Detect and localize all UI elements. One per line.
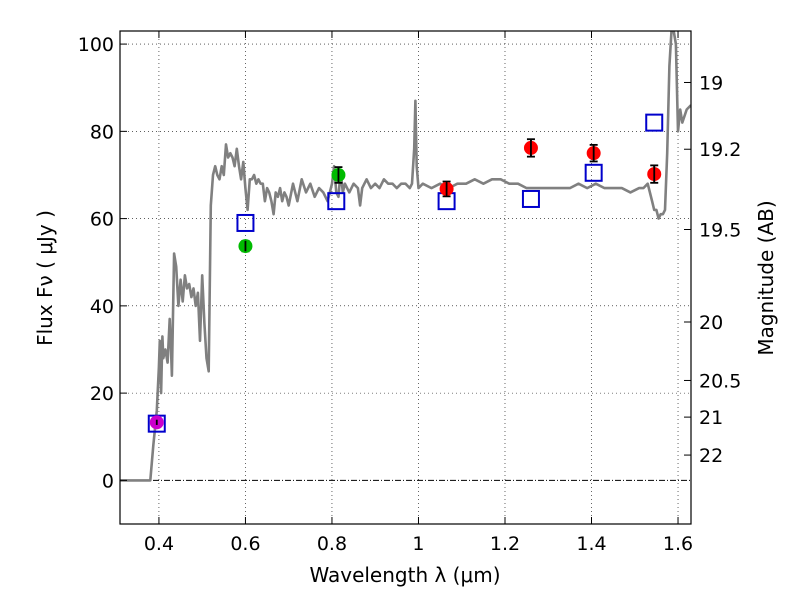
y-axis-right: 19 19.2 19.5 20 20.5 21 22 [684,72,741,467]
y-axis-left: 0 20 40 60 80 100 [78,34,127,492]
mag-tick-label: 20 [699,312,723,334]
model-photometry-square [236,213,255,232]
model-photometry-square [327,192,346,211]
y-tick-label: 20 [90,383,114,405]
mag-tick-label: 19.2 [699,139,741,161]
plot-area [120,31,691,482]
mag-tick-label: 22 [699,445,723,467]
mag-tick-label: 19 [699,72,723,94]
x-tick-label: 1.6 [663,533,693,555]
model-photometry-square [645,113,664,132]
model-photometry-square [584,163,603,182]
y-tick-label: 80 [90,121,114,143]
mag-tick-label: 19.5 [699,220,741,242]
axes-frame [119,30,692,525]
y-axis-title: Flux Fν ( μJy ) [33,210,57,346]
x-tick-label: 0.8 [317,533,347,555]
y-tick-label: 0 [102,470,114,492]
x-tick-label: 0.6 [230,533,260,555]
y2-axis-title: Magnitude (AB) [754,200,778,355]
model-photometry-square [521,189,540,208]
x-tick-label: 1 [412,533,424,555]
sed-model-line [120,31,691,482]
y-tick-label: 100 [78,34,114,56]
x-tick-label: 1.4 [576,533,606,555]
x-axis-title: Wavelength λ (μm) [309,563,500,587]
y-tick-label: 60 [90,209,114,231]
mag-tick-label: 21 [699,407,723,429]
x-axis: 0.4 0.6 0.8 1 1.2 1.4 1.6 [144,31,693,555]
mag-tick-label: 20.5 [699,370,741,392]
y-tick-label: 40 [90,296,114,318]
x-tick-label: 0.4 [144,533,174,555]
x-tick-label: 1.2 [490,533,520,555]
